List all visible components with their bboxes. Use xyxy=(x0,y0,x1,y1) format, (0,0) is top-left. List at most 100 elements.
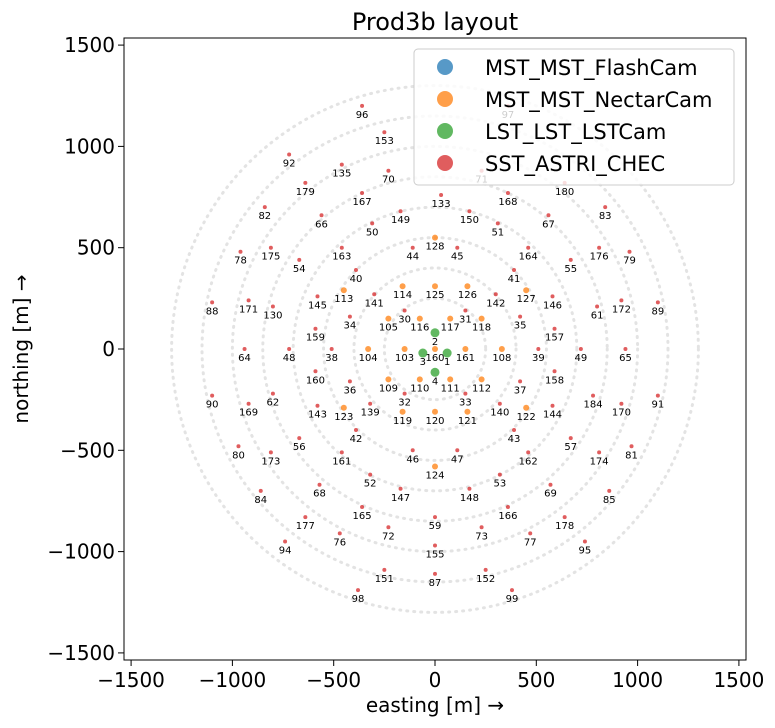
telescope-label: 141 xyxy=(365,298,384,309)
telescope-point xyxy=(402,308,407,313)
telescope-label: 34 xyxy=(344,321,357,332)
x-tick-label: −1000 xyxy=(199,668,267,692)
telescope-label: 172 xyxy=(612,304,631,315)
telescope-label: 108 xyxy=(492,353,511,364)
telescope-label: 53 xyxy=(493,479,506,490)
telescope-point xyxy=(353,267,358,272)
telescope-label: 87 xyxy=(429,578,442,589)
legend-box xyxy=(413,48,735,186)
legend-marker xyxy=(437,155,453,171)
telescope-point xyxy=(595,304,600,309)
telescope-label: 61 xyxy=(591,310,604,321)
telescope-point xyxy=(418,348,428,358)
telescope-label: 124 xyxy=(425,471,444,482)
telescope-point xyxy=(368,401,373,406)
telescope-label: 169 xyxy=(239,408,258,419)
telescope-label: 66 xyxy=(315,219,328,230)
telescope-point xyxy=(303,180,308,185)
telescope-label: 89 xyxy=(651,306,664,317)
telescope-label: 173 xyxy=(261,456,280,467)
data-points xyxy=(210,103,660,593)
x-axis-ticks: −1500 −1000 −500 0 500 1000 1500 xyxy=(97,660,764,692)
telescope-label: 67 xyxy=(542,219,555,230)
telescope-point xyxy=(552,369,557,374)
legend: MST_MST_FlashCam MST_MST_NectarCam LST_LST… xyxy=(413,48,735,186)
telescope-label: 94 xyxy=(279,545,292,556)
telescope-point xyxy=(258,488,263,493)
telescope-point xyxy=(433,515,437,520)
telescope-point xyxy=(242,347,247,351)
telescope-point xyxy=(523,404,530,411)
telescope-label: 119 xyxy=(393,416,412,427)
x-tick-label: 1500 xyxy=(713,668,764,692)
telescope-label: 130 xyxy=(263,310,282,321)
telescope-label: 55 xyxy=(564,264,577,275)
telescope-point xyxy=(467,209,472,214)
telescope-label: 3 xyxy=(420,357,426,368)
telescope-label: 30 xyxy=(398,315,411,326)
x-tick-label: 0 xyxy=(429,668,442,692)
telescope-label: 31 xyxy=(459,315,472,326)
telescope-point xyxy=(597,245,602,250)
telescope-label: 90 xyxy=(206,400,219,411)
telescope-point xyxy=(416,315,423,322)
telescope-point xyxy=(512,267,517,272)
telescope-label: 161 xyxy=(332,456,351,467)
telescope-label: 116 xyxy=(410,323,429,334)
telescope-label: 59 xyxy=(429,521,442,532)
telescope-point xyxy=(464,408,471,415)
telescope-label: 73 xyxy=(475,531,488,542)
legend-label: SST_ASTRI_CHEC xyxy=(485,152,665,177)
telescope-label: 112 xyxy=(472,383,491,394)
telescope-label: 166 xyxy=(498,511,517,522)
telescope-point xyxy=(548,482,553,487)
telescope-point xyxy=(433,543,437,548)
telescope-point xyxy=(568,436,573,441)
telescope-point xyxy=(246,401,251,406)
telescope-point xyxy=(262,205,267,210)
telescope-label: 81 xyxy=(625,450,638,461)
telescope-label: 37 xyxy=(514,385,527,396)
telescope-label: 35 xyxy=(514,321,527,332)
telescope-label: 105 xyxy=(379,323,398,334)
telescope-label: 162 xyxy=(519,456,538,467)
telescope-label: 77 xyxy=(524,537,537,548)
telescope-point xyxy=(347,379,352,384)
telescope-point xyxy=(432,463,438,470)
telescope-label: 165 xyxy=(353,511,372,522)
telescope-label: 177 xyxy=(296,521,315,532)
telescope-label: 123 xyxy=(334,412,353,423)
telescope-point xyxy=(297,436,302,441)
telescope-point xyxy=(268,245,273,250)
telescope-point xyxy=(455,245,460,250)
telescope-label: 80 xyxy=(232,450,245,461)
background-ring xyxy=(291,205,579,493)
telescope-label: 33 xyxy=(459,398,472,409)
y-tick-label: 500 xyxy=(77,236,115,260)
telescope-point xyxy=(268,450,273,455)
telescope-point xyxy=(283,539,288,544)
telescope-label: 111 xyxy=(441,383,460,394)
telescope-label: 114 xyxy=(393,290,412,301)
telescope-label: 146 xyxy=(543,300,562,311)
telescope-point xyxy=(562,515,567,520)
telescope-point xyxy=(568,257,573,262)
telescope-point xyxy=(462,346,469,352)
telescope-label: 65 xyxy=(619,353,632,364)
telescope-label: 167 xyxy=(353,197,372,208)
telescope-point xyxy=(528,531,533,536)
x-tick-label: 1000 xyxy=(612,668,663,692)
telescope-point xyxy=(497,401,502,406)
telescope-label: 54 xyxy=(293,264,306,275)
telescope-label: 42 xyxy=(350,434,363,445)
telescope-label: 140 xyxy=(490,408,509,419)
telescope-point xyxy=(382,567,387,572)
telescope-point xyxy=(315,294,320,299)
telescope-label: 82 xyxy=(258,211,271,222)
telescope-label: 148 xyxy=(460,493,479,504)
telescope-point xyxy=(497,472,502,477)
telescope-point xyxy=(399,408,406,415)
telescope-point xyxy=(386,168,391,173)
telescope-point xyxy=(493,292,498,297)
